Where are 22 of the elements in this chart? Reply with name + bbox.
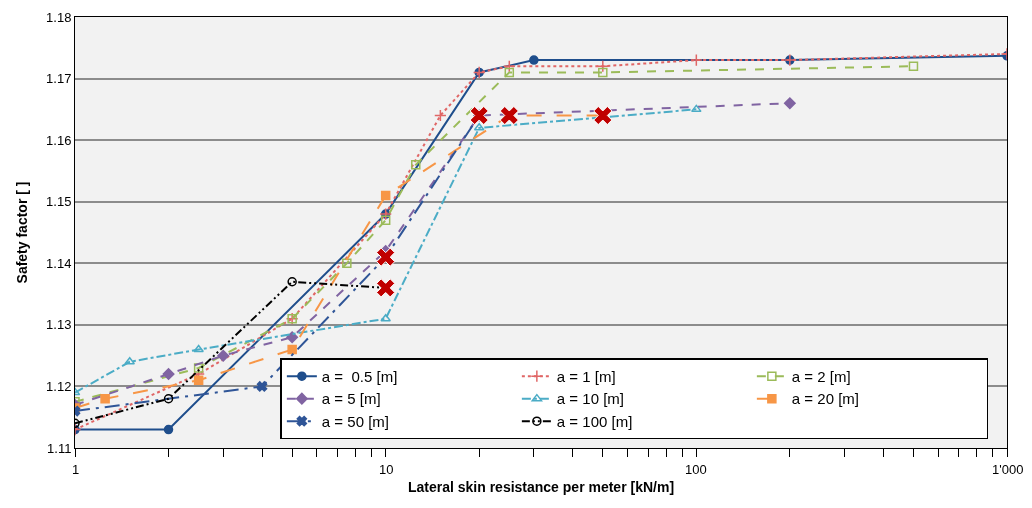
y-tick-label: 1.13 <box>46 317 72 333</box>
legend-label: a = 2 [m] <box>791 367 851 385</box>
y-tick-label: 1.11 <box>47 440 72 456</box>
y-tick-label: 1.16 <box>46 132 72 148</box>
legend-label: a = 0.5 [m] <box>321 367 398 385</box>
y-axis-title: Safety factor [ ] <box>13 181 30 284</box>
y-tick-label: 1.12 <box>46 378 72 394</box>
x-axis-title: Lateral skin resistance per meter [kN/m] <box>407 479 675 496</box>
x-tick-label: 100 <box>685 462 707 477</box>
legend-label: a = 20 [m] <box>791 390 859 408</box>
y-tick-label: 1.18 <box>46 9 72 25</box>
legend-label: a = 100 [m] <box>556 412 633 430</box>
x-tick-label: 1'000 <box>992 462 1024 477</box>
y-tick-label: 1.14 <box>46 255 72 271</box>
y-tick-label: 1.17 <box>46 71 72 87</box>
legend-label: a = 5 [m] <box>321 390 381 408</box>
x-tick-label: 10 <box>379 462 394 477</box>
y-tick-label: 1.15 <box>46 194 72 210</box>
legend-label: a = 1 [m] <box>556 367 616 385</box>
legend-label: a = 10 [m] <box>556 390 624 408</box>
x-tick-label: 1 <box>72 462 80 477</box>
legend-label: a = 50 [m] <box>321 412 389 430</box>
